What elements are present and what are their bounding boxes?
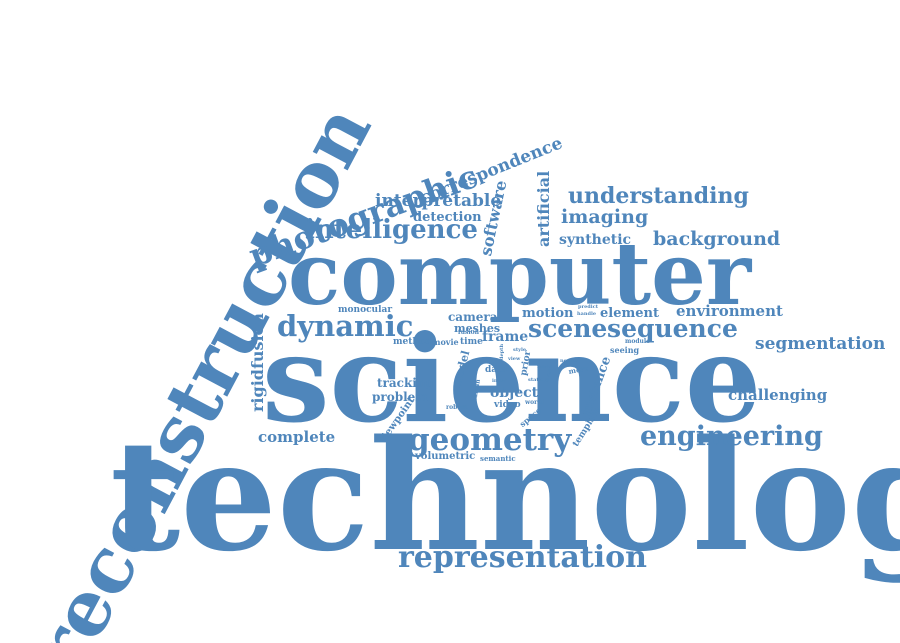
word-artificial: artificial (534, 170, 553, 247)
word-meshes: meshes (454, 322, 501, 335)
word-object: object (490, 385, 539, 401)
word-fusion: fusion (458, 329, 479, 336)
word-data: data (485, 365, 508, 375)
word-volumetric: volumetric (415, 451, 476, 462)
word-science: science (262, 309, 762, 450)
word-semantic: semantic (480, 454, 516, 463)
word-understanding: understanding (568, 183, 749, 209)
word-rigidfusion: rigidfusion (248, 313, 267, 412)
word-element: element (600, 306, 659, 321)
word-time: time (460, 337, 483, 347)
word-problem: problem (372, 390, 428, 404)
word-video: video (494, 400, 521, 410)
word-handle: handle (577, 311, 597, 317)
word-input: input (492, 378, 507, 384)
word-static: static (528, 377, 544, 383)
word-neural: neural (560, 358, 579, 364)
word-sequence: sequence (607, 314, 738, 343)
word-depth: depth (499, 343, 505, 360)
word-representation: representation (398, 540, 647, 575)
word-module: module (625, 338, 651, 345)
word-frame: frame (482, 329, 529, 345)
word-intelligence: intelligence (305, 215, 478, 245)
word-motion: motion (522, 306, 574, 321)
word-imaging: imaging (561, 206, 649, 228)
word-engineering: engineering (640, 421, 823, 452)
word-detection: detection (413, 210, 482, 225)
word-technology: technology (110, 406, 900, 585)
word-tracking: tracking (377, 376, 434, 390)
word-computer: computer (288, 224, 752, 325)
word-view: view (508, 356, 521, 362)
word-background: background (653, 228, 781, 250)
word-seeing: seeing (610, 345, 640, 355)
word-scene: scene (528, 314, 608, 343)
word-movie: movie (432, 337, 459, 347)
word-monocular: monocular (338, 305, 393, 315)
word-method: method (393, 337, 432, 347)
word-world: world (525, 399, 544, 406)
word-style: style (513, 347, 527, 353)
word-novel: novel (537, 364, 552, 370)
word-camera: camera (448, 310, 498, 324)
word-robust: robust (446, 404, 468, 411)
word-geometry: geometry (408, 422, 572, 458)
word-dynamic: dynamic (277, 309, 414, 343)
word-challenging: challenging (728, 386, 828, 404)
word-environment: environment (676, 302, 783, 320)
word-interpretable: interpretable (375, 191, 502, 211)
word-predict: predict (578, 304, 599, 310)
word-complete: complete (258, 428, 336, 446)
word-segmentation: segmentation (755, 334, 886, 354)
word-synthetic: synthetic (559, 232, 632, 248)
